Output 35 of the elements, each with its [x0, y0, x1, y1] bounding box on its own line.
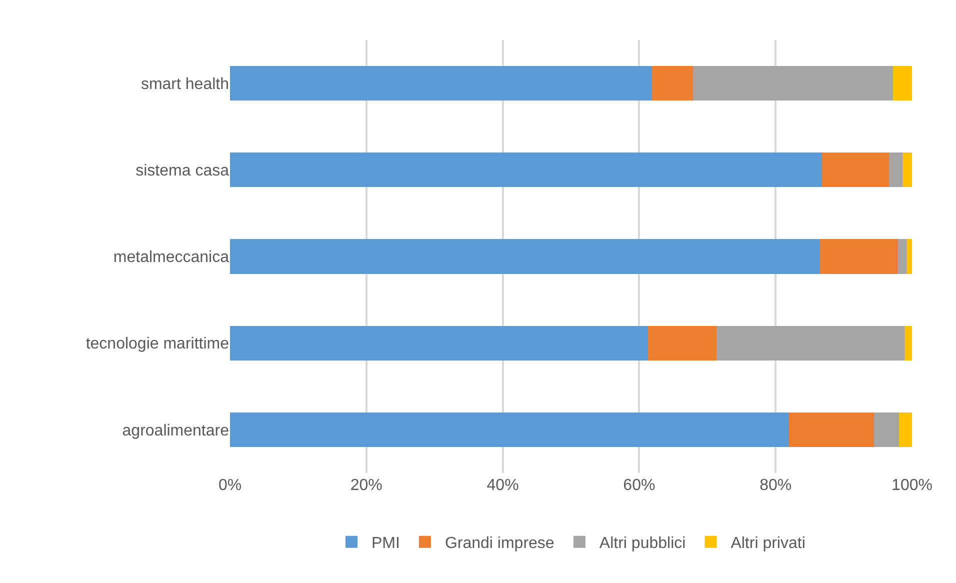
bar — [892, 66, 912, 101]
legend-label: Grandi imprese — [444, 535, 554, 552]
y-tick-label: smart health — [140, 76, 229, 93]
x-tick-label: 80% — [760, 477, 792, 494]
legend-label: Altri pubblici — [599, 535, 686, 552]
bar — [652, 66, 694, 101]
x-tick-label: 40% — [486, 477, 519, 494]
x-tick-label: 100% — [892, 477, 932, 494]
bar — [716, 326, 904, 360]
bar — [898, 239, 907, 274]
bar — [888, 152, 902, 188]
bar — [906, 239, 912, 274]
bar — [789, 412, 874, 448]
bar — [902, 152, 912, 188]
bar — [230, 152, 822, 188]
bar — [693, 66, 893, 101]
y-tick-label: sistema casa — [136, 162, 230, 180]
legend-label: Altri privati — [730, 535, 806, 552]
y-tick-label: agroalimentare — [122, 422, 230, 440]
bar — [822, 152, 889, 188]
y-tick-label: tecnologie marittime — [86, 336, 230, 353]
bar — [230, 412, 790, 448]
bar — [904, 326, 912, 360]
bar — [899, 412, 912, 448]
legend-label: PMI — [372, 535, 400, 552]
bar — [820, 239, 898, 274]
bar — [874, 412, 900, 448]
bar — [230, 239, 820, 274]
bar — [230, 66, 652, 101]
bar — [648, 326, 716, 360]
x-tick-label: 60% — [623, 477, 656, 494]
bar — [230, 326, 648, 360]
y-tick-label: metalmeccanica — [113, 249, 230, 266]
x-tick-label: 20% — [350, 477, 382, 494]
x-tick-label: 0% — [218, 477, 242, 494]
